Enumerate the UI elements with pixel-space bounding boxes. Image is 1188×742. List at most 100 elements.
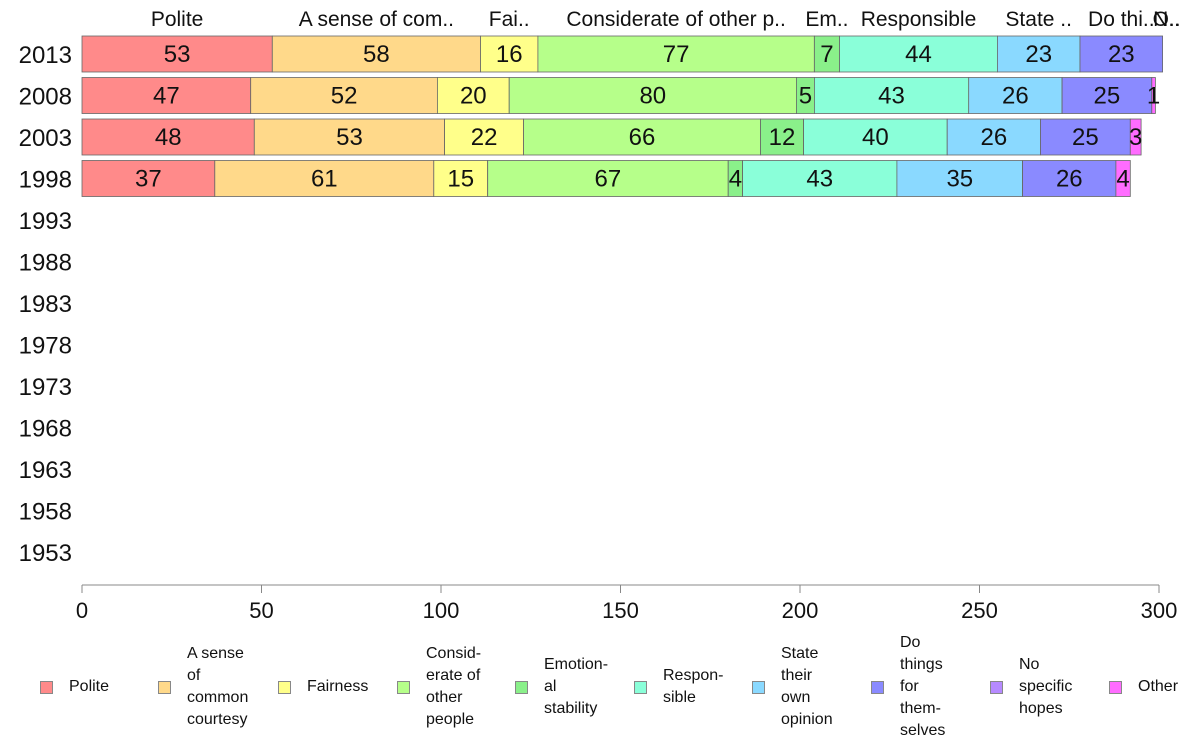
legend: Polite A sense of common courtesy Fairne… bbox=[0, 634, 1188, 739]
legend-swatch bbox=[40, 680, 53, 694]
bar-segment bbox=[480, 35, 539, 73]
legend-item-no-specific-hopes: No specific hopes bbox=[990, 654, 1072, 720]
bar-value-label: 43 bbox=[806, 166, 833, 193]
bar-segment bbox=[1115, 160, 1131, 197]
x-tick-label: 200 bbox=[782, 598, 819, 623]
bar-value-label: 23 bbox=[1025, 41, 1052, 68]
legend-label: No specific hopes bbox=[1019, 656, 1073, 717]
bar-value-label: 4 bbox=[729, 166, 742, 193]
series-top-label: Polite bbox=[151, 8, 204, 31]
bar-segment bbox=[814, 77, 970, 114]
legend-label: A sense of common courtesy bbox=[187, 645, 249, 728]
legend-label: State their own opinion bbox=[781, 645, 833, 728]
bar-segment bbox=[433, 160, 488, 197]
legend-label: Polite bbox=[69, 678, 110, 695]
bar-segment bbox=[997, 35, 1081, 73]
bar-value-label: 26 bbox=[1056, 166, 1083, 193]
bar-value-label: 53 bbox=[164, 41, 191, 68]
y-tick-label: 1973 bbox=[19, 374, 72, 401]
bar-value-label: 43 bbox=[878, 83, 905, 110]
y-tick-label: 1983 bbox=[19, 291, 72, 318]
legend-item-do-things: Do things for them- selves bbox=[871, 632, 945, 742]
y-axis-labels: 2013 2008 2003 1998 1993 1988 1983 1978 1973 1968… bbox=[19, 42, 72, 567]
bar-value-label: 23 bbox=[1108, 41, 1135, 68]
legend-swatch bbox=[634, 680, 647, 694]
bar-layer bbox=[81, 35, 1163, 197]
bar-segment bbox=[896, 160, 1023, 197]
legend-item-other: Other bbox=[1109, 676, 1178, 698]
legend-item-considerate: Consid- erate of other people bbox=[397, 643, 481, 731]
legend-swatch bbox=[515, 680, 528, 694]
bar-segment bbox=[523, 118, 761, 156]
bar-value-label: 53 bbox=[336, 124, 363, 151]
legend-label: Do things for them- selves bbox=[900, 634, 946, 739]
bar-segment bbox=[1079, 35, 1163, 73]
bar-value-label: 66 bbox=[629, 124, 656, 151]
y-tick-label: 1993 bbox=[19, 208, 72, 235]
bar-value-label: 44 bbox=[905, 41, 932, 68]
bar-value-label: 26 bbox=[981, 124, 1008, 151]
legend-label: Fairness bbox=[307, 678, 369, 695]
legend-label: Emotion- al stability bbox=[544, 656, 609, 717]
bar-value-label: 61 bbox=[311, 166, 338, 193]
y-tick-label: 1958 bbox=[19, 499, 72, 526]
bar-segment bbox=[508, 77, 797, 114]
bar-segment bbox=[742, 160, 898, 197]
x-tick-label: 0 bbox=[76, 598, 88, 623]
bar-value-label: 4 bbox=[1116, 166, 1129, 193]
y-tick-label: 1963 bbox=[19, 457, 72, 484]
x-axis: 0 50 100 150 200 250 300 bbox=[76, 584, 1178, 623]
bar-segment bbox=[968, 77, 1063, 114]
bar-segment bbox=[814, 35, 840, 73]
bar-value-label: 25 bbox=[1094, 83, 1121, 110]
bar-segment bbox=[1040, 118, 1131, 156]
bar-value-label: 37 bbox=[135, 166, 162, 193]
legend-swatch bbox=[397, 680, 410, 694]
legend-swatch bbox=[158, 680, 171, 694]
legend-swatch bbox=[1109, 680, 1122, 694]
bar-value-label: 35 bbox=[946, 166, 973, 193]
y-tick-label: 1988 bbox=[19, 250, 72, 277]
bar-value-label: 26 bbox=[1002, 83, 1029, 110]
bar-value-label: 40 bbox=[862, 124, 889, 151]
bar-segment bbox=[1061, 77, 1153, 114]
legend-item-fairness: Fairness bbox=[278, 676, 368, 698]
bar-segment bbox=[760, 118, 804, 156]
y-tick-label: 2013 bbox=[19, 42, 72, 69]
legend-label: Consid- erate of other people bbox=[426, 645, 482, 728]
y-tick-label: 1978 bbox=[19, 333, 72, 360]
bar-segment bbox=[271, 35, 481, 73]
bar-segment bbox=[839, 35, 998, 73]
series-top-label: O.. bbox=[1153, 8, 1181, 31]
legend-swatch bbox=[752, 680, 765, 694]
bar-value-label: 58 bbox=[363, 41, 390, 68]
bar-value-label: 77 bbox=[663, 41, 690, 68]
bar-value-label: 47 bbox=[153, 83, 180, 110]
bar-value-label: 15 bbox=[447, 166, 474, 193]
bar-segment bbox=[537, 35, 815, 73]
x-tick-label: 300 bbox=[1141, 598, 1178, 623]
legend-item-state-opinion: State their own opinion bbox=[752, 643, 833, 731]
legend-item-emotional-stability: Emotion- al stability bbox=[515, 654, 608, 720]
bar-value-label: 48 bbox=[155, 124, 182, 151]
series-top-label: Em.. bbox=[805, 8, 848, 31]
bar-segment bbox=[214, 160, 435, 197]
series-top-label: N.. bbox=[1153, 8, 1180, 31]
bar-value-label: 20 bbox=[460, 83, 487, 110]
y-tick-label: 1998 bbox=[19, 167, 72, 194]
legend-swatch bbox=[871, 680, 884, 694]
x-tick-label: 100 bbox=[423, 598, 460, 623]
bar-segment bbox=[946, 118, 1041, 156]
series-top-labels: Polite A sense of com.. Fai.. Considerate o… bbox=[151, 8, 1181, 31]
bar-value-label: 5 bbox=[799, 83, 812, 110]
series-top-label: Do thi.. bbox=[1088, 8, 1155, 31]
x-tick-label: 250 bbox=[961, 598, 998, 623]
y-tick-label: 1968 bbox=[19, 416, 72, 443]
legend-item-common-courtesy: A sense of common courtesy bbox=[158, 643, 248, 731]
bar-segment bbox=[1129, 118, 1142, 156]
x-tick-label: 150 bbox=[602, 598, 639, 623]
bar-value-label: 16 bbox=[496, 41, 523, 68]
legend-label: Other bbox=[1138, 678, 1179, 695]
y-tick-label: 2003 bbox=[19, 125, 72, 152]
